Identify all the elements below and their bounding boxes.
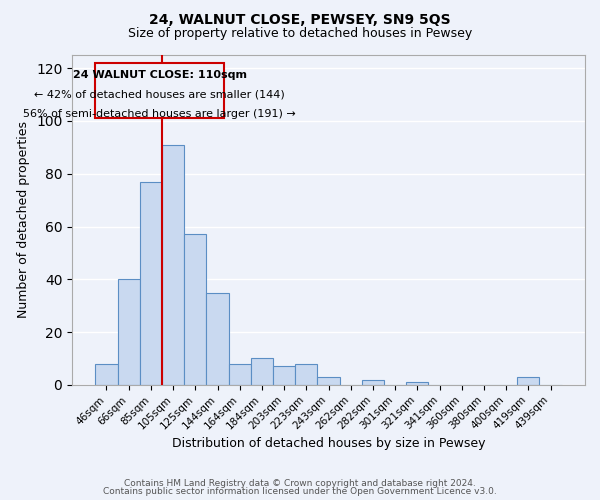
Bar [95,364,118,385]
Y-axis label: Number of detached properties: Number of detached properties [17,122,31,318]
Text: 24 WALNUT CLOSE: 110sqm: 24 WALNUT CLOSE: 110sqm [73,70,247,80]
Bar [317,377,340,385]
Bar [251,358,273,385]
Text: Contains HM Land Registry data © Crown copyright and database right 2024.: Contains HM Land Registry data © Crown c… [124,478,476,488]
X-axis label: Distribution of detached houses by size in Pewsey: Distribution of detached houses by size … [172,437,485,450]
Text: Contains public sector information licensed under the Open Government Licence v3: Contains public sector information licen… [103,487,497,496]
Bar [184,234,206,385]
Text: Size of property relative to detached houses in Pewsey: Size of property relative to detached ho… [128,28,472,40]
Bar [273,366,295,385]
Bar [229,364,251,385]
Text: 56% of semi-detached houses are larger (191) →: 56% of semi-detached houses are larger (… [23,109,296,119]
Bar [362,380,384,385]
Text: ← 42% of detached houses are smaller (144): ← 42% of detached houses are smaller (14… [34,90,285,100]
Bar [162,144,184,385]
FancyBboxPatch shape [95,63,224,118]
Text: 24, WALNUT CLOSE, PEWSEY, SN9 5QS: 24, WALNUT CLOSE, PEWSEY, SN9 5QS [149,12,451,26]
Bar [406,382,428,385]
Bar [118,280,140,385]
Bar [140,182,162,385]
Bar [517,377,539,385]
Bar [206,292,229,385]
Bar [295,364,317,385]
